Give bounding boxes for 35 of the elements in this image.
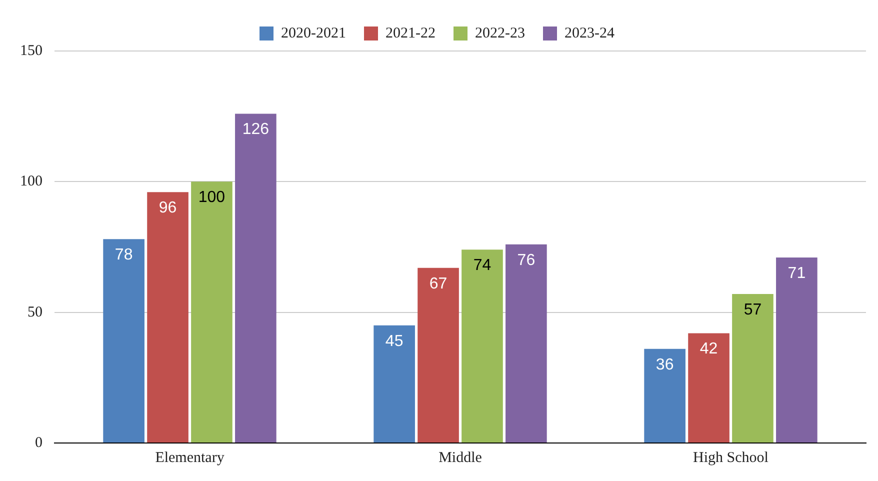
data-label: 36: [656, 356, 674, 374]
data-label: 76: [517, 252, 536, 269]
bar: [374, 325, 415, 442]
data-label: 100: [198, 189, 226, 206]
data-label: 74: [473, 257, 492, 274]
data-label: 78: [114, 246, 133, 264]
legend-label: 2023-24: [564, 25, 615, 42]
data-label: 71: [788, 264, 806, 282]
bar: [732, 294, 774, 442]
data-label: 45: [385, 332, 404, 350]
bar: [103, 239, 144, 442]
bar: [688, 333, 730, 442]
bar: [776, 257, 818, 442]
bar: [462, 250, 503, 442]
data-label: 67: [429, 275, 448, 292]
legend-label: 2020-2021: [281, 25, 346, 42]
y-tick-label: 150: [20, 42, 42, 59]
y-tick-label: 100: [20, 174, 42, 190]
data-label: 126: [242, 121, 270, 138]
x-tick-label: Middle: [438, 450, 482, 466]
x-tick-label: High School: [693, 450, 768, 466]
data-label: 96: [158, 200, 177, 217]
bar: [644, 348, 686, 442]
bar: [418, 268, 459, 442]
bar: [147, 192, 188, 442]
bar: [506, 244, 547, 442]
legend-label: 2021-22: [386, 25, 436, 42]
y-tick-label: 50: [28, 304, 42, 320]
data-label: 42: [700, 340, 718, 358]
data-label: 57: [744, 301, 762, 318]
x-tick-label: Elementary: [155, 450, 225, 466]
legend-label: 2022-23: [475, 25, 525, 42]
bar: [191, 182, 232, 442]
y-tick-label: 0: [35, 434, 42, 451]
bar: [235, 114, 276, 442]
